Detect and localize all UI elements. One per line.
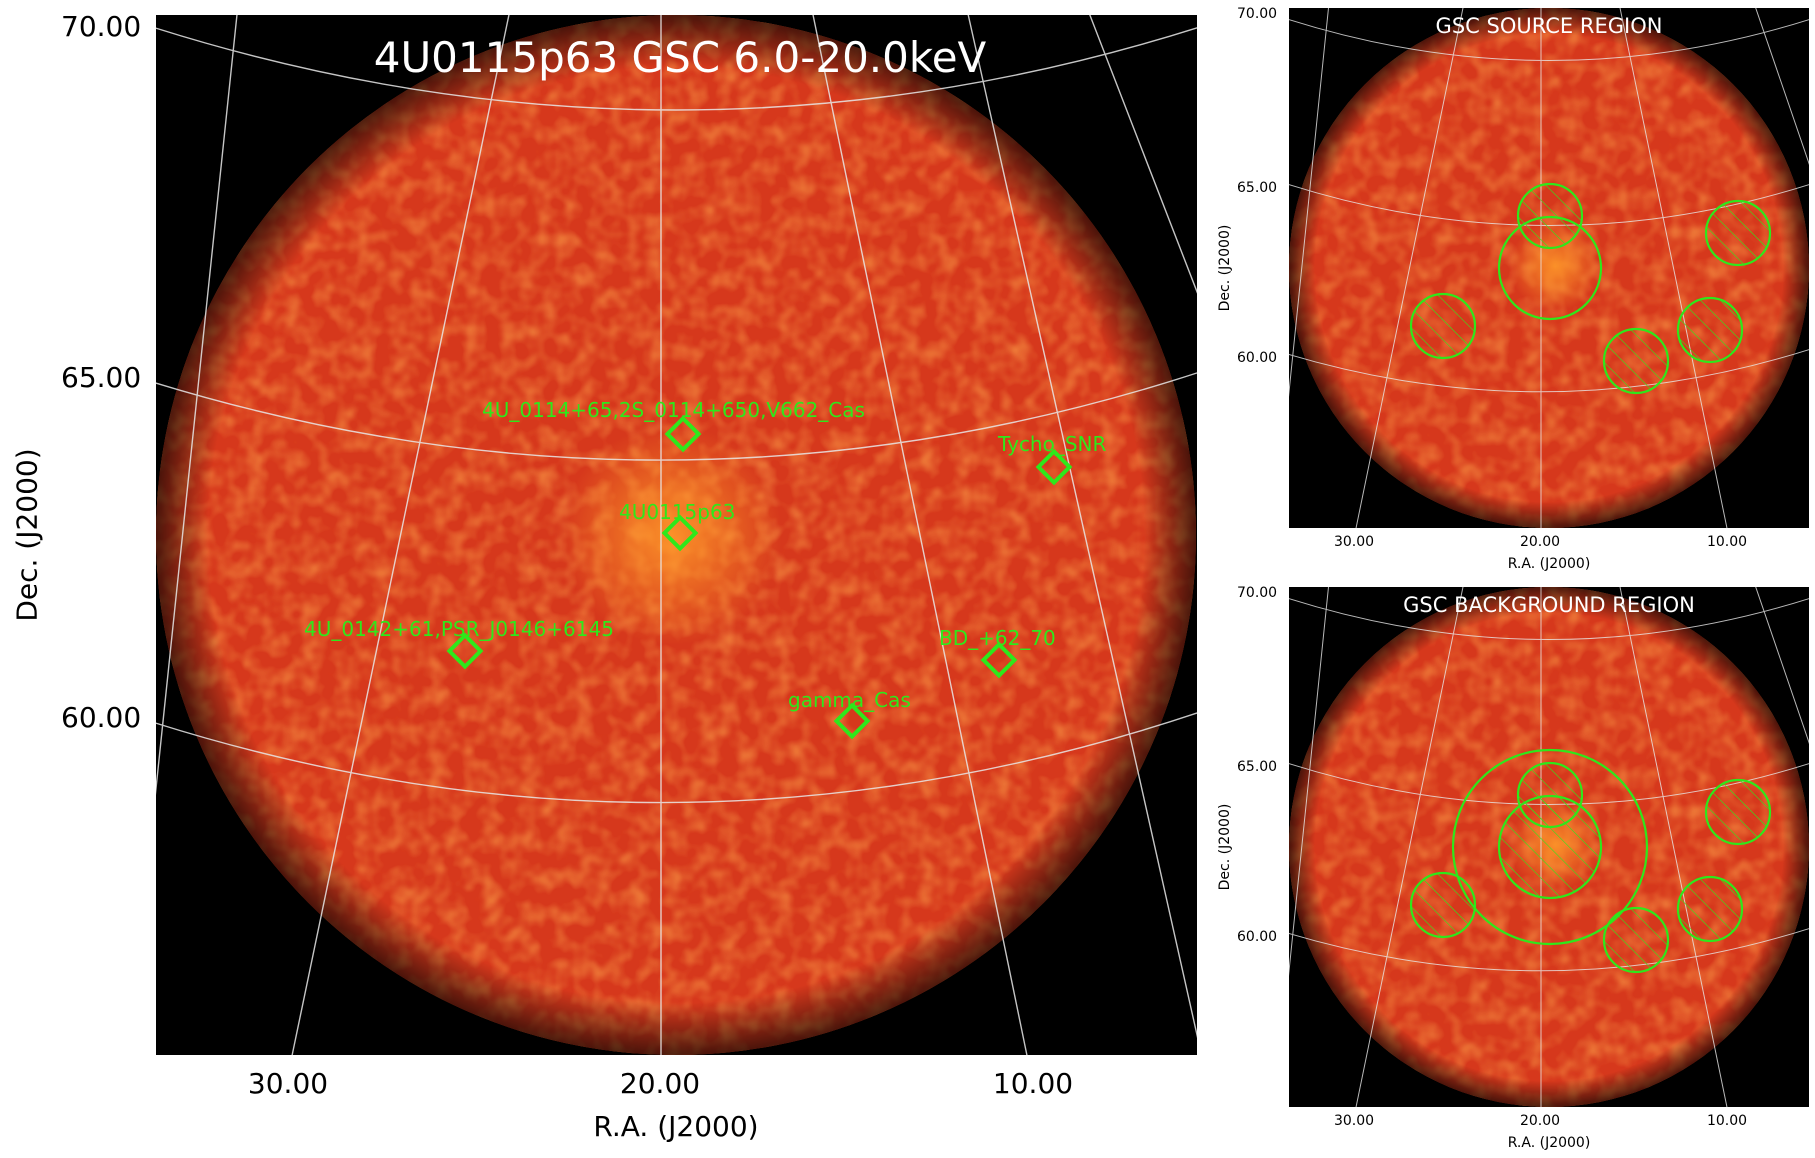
x-tick-label: 10.00 bbox=[1706, 534, 1748, 550]
x-axis-label: R.A. (J2000) bbox=[1507, 556, 1591, 572]
background-region-title: GSC BACKGROUND REGION bbox=[1403, 593, 1695, 617]
background-region-panel: GSC BACKGROUND REGION bbox=[1289, 587, 1809, 1107]
source-label: 4U_0114+65,2S_0114+650,V662_Cas bbox=[482, 398, 865, 422]
y-tick-label: 65.00 bbox=[61, 361, 142, 394]
region-circle[interactable] bbox=[1676, 296, 1744, 364]
source-marker[interactable] bbox=[661, 514, 699, 552]
x-tick-label: 30.00 bbox=[1333, 534, 1375, 550]
y-tick-label: 60.00 bbox=[61, 701, 142, 734]
y-tick-label: 70.00 bbox=[1237, 6, 1278, 22]
x-axis-label: R.A. (J2000) bbox=[1507, 1135, 1591, 1151]
y-tick-label: 70.00 bbox=[1237, 585, 1278, 601]
source-region-title: GSC SOURCE REGION bbox=[1435, 14, 1663, 38]
source-label: Tycho_SNR bbox=[998, 432, 1107, 456]
region-circle[interactable] bbox=[1497, 215, 1603, 321]
source-marker[interactable] bbox=[446, 632, 484, 670]
y-axis-label: Dec. (J2000) bbox=[1217, 803, 1233, 891]
region-circle[interactable] bbox=[1409, 292, 1477, 360]
x-tick-label: 10.00 bbox=[1706, 1113, 1748, 1129]
y-axis-label: Dec. (J2000) bbox=[10, 448, 44, 622]
x-tick-label: 20.00 bbox=[1519, 534, 1561, 550]
source-marker[interactable] bbox=[664, 415, 702, 453]
y-tick-label: 70.00 bbox=[61, 10, 142, 43]
region-circle[interactable] bbox=[1704, 199, 1772, 267]
region-circle[interactable] bbox=[1704, 778, 1772, 846]
x-axis-label: R.A. (J2000) bbox=[593, 1110, 759, 1143]
main-sky-map-canvas bbox=[156, 15, 1197, 1055]
source-region-panel: GSC SOURCE REGION bbox=[1289, 8, 1809, 528]
x-tick-label: 30.00 bbox=[1333, 1113, 1375, 1129]
x-tick-label: 30.00 bbox=[247, 1067, 329, 1100]
x-tick-label: 10.00 bbox=[992, 1067, 1074, 1100]
y-tick-label: 65.00 bbox=[1237, 180, 1278, 196]
source-marker[interactable] bbox=[1035, 448, 1073, 486]
background-region-canvas bbox=[1289, 587, 1809, 1107]
source-label: 4U_0142+61,PSR_J0146+6145 bbox=[304, 617, 614, 641]
region-circle[interactable] bbox=[1676, 875, 1744, 943]
region-circle[interactable] bbox=[1516, 761, 1584, 829]
main-title: 4U0115p63 GSC 6.0-20.0keV bbox=[373, 33, 987, 82]
region-circle[interactable] bbox=[1409, 871, 1477, 939]
source-label: BD_+62_70 bbox=[939, 626, 1056, 650]
source-marker[interactable] bbox=[980, 641, 1018, 679]
source-label: 4U0115p63 bbox=[619, 500, 736, 524]
x-tick-label: 20.00 bbox=[619, 1067, 701, 1100]
y-axis-label: Dec. (J2000) bbox=[1217, 224, 1233, 312]
y-tick-label: 65.00 bbox=[1237, 759, 1278, 775]
region-circle[interactable] bbox=[1602, 327, 1670, 395]
region-circle[interactable] bbox=[1451, 748, 1649, 946]
source-marker[interactable] bbox=[833, 702, 871, 740]
main-sky-map: 4U0115p63 GSC 6.0-20.0keV 4U_0114+65,2S_… bbox=[156, 15, 1197, 1055]
x-tick-label: 20.00 bbox=[1519, 1113, 1561, 1129]
coordinate-grid bbox=[156, 15, 1197, 1055]
y-tick-label: 60.00 bbox=[1237, 350, 1278, 366]
source-region-canvas bbox=[1289, 8, 1809, 528]
y-tick-label: 60.00 bbox=[1237, 929, 1278, 945]
source-label: gamma_Cas bbox=[788, 688, 911, 712]
region-circle[interactable] bbox=[1602, 906, 1670, 974]
